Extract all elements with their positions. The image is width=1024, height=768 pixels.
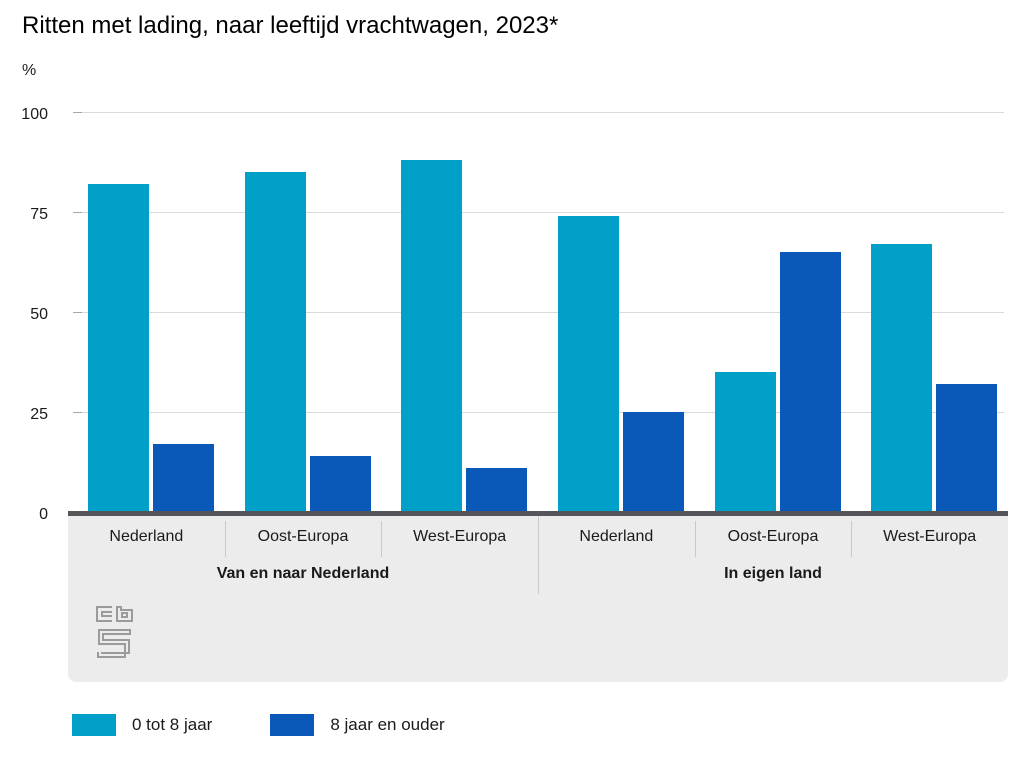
gridline-25	[73, 412, 1004, 413]
bar-nederland-1[interactable]	[623, 412, 684, 512]
bar-nederland-0[interactable]	[88, 184, 149, 512]
category-label: West-Europa	[413, 528, 507, 545]
bar-west-europa-1[interactable]	[936, 384, 998, 512]
bar-oost-europa-0[interactable]	[714, 372, 776, 512]
plot-area	[68, 112, 1008, 512]
group-separator	[538, 516, 539, 594]
category-label: Nederland	[579, 528, 654, 545]
gridline-100	[73, 112, 1004, 113]
bar-oost-europa-0[interactable]	[244, 172, 306, 512]
bar-west-europa-1[interactable]	[466, 468, 528, 512]
category-separator	[694, 521, 696, 557]
legend: 0 tot 8 jaar 8 jaar en ouder	[72, 714, 445, 736]
bar-nederland-0[interactable]	[558, 216, 619, 512]
y-axis-labels: 0 25 50 75 100	[0, 106, 48, 523]
y-axis-label-25: 25	[30, 406, 48, 423]
axis-footer: Nederland Oost-Europa West-Europa Nederland…	[68, 516, 1008, 682]
group-label: In eigen land	[724, 565, 822, 582]
cbs-logo-icon	[96, 606, 133, 658]
y-axis-unit-label: %	[22, 62, 37, 79]
group-label: Van en naar Nederland	[216, 565, 390, 582]
chart-title: Ritten met lading, naar leeftijd vrachtw…	[22, 12, 559, 39]
legend-label: 0 tot 8 jaar	[132, 715, 213, 734]
x-axis-line	[68, 511, 1008, 516]
gridline-50	[73, 312, 1004, 313]
y-tick-100	[73, 112, 82, 113]
y-axis-label-50: 50	[30, 306, 48, 323]
gridline-75	[73, 212, 1004, 213]
bar-west-europa-0[interactable]	[401, 160, 463, 512]
category-label: West-Europa	[883, 528, 977, 545]
category-separator	[851, 521, 853, 557]
legend-item-1[interactable]: 8 jaar en ouder	[270, 714, 445, 736]
bar-nederland-1[interactable]	[153, 444, 214, 512]
y-axis-label-75: 75	[30, 206, 48, 223]
category-separator	[381, 521, 383, 557]
category-label: Oost-Europa	[727, 528, 819, 545]
bar-oost-europa-1[interactable]	[779, 252, 841, 512]
legend-item-0[interactable]: 0 tot 8 jaar	[72, 714, 212, 736]
y-axis-label-0: 0	[39, 506, 48, 523]
category-separator	[224, 521, 226, 557]
y-tick-75	[73, 212, 82, 213]
bar-west-europa-0[interactable]	[871, 244, 933, 512]
y-tick-25	[73, 412, 82, 413]
category-label: Nederland	[109, 528, 184, 545]
legend-label: 8 jaar en ouder	[330, 715, 445, 734]
y-tick-50	[73, 312, 82, 313]
legend-swatch-icon	[270, 714, 315, 736]
bar-oost-europa-1[interactable]	[309, 456, 371, 512]
category-label: Oost-Europa	[257, 528, 349, 545]
legend-swatch-icon	[72, 714, 116, 736]
y-axis-label-100: 100	[21, 106, 48, 123]
